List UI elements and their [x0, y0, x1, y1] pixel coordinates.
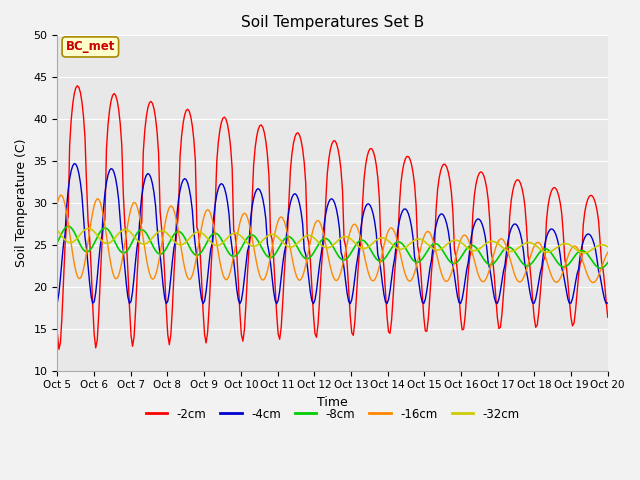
- -16cm: [237, 215, 245, 220]
- -2cm: [248, 199, 256, 204]
- -4cm: [298, 209, 305, 215]
- X-axis label: Time: Time: [317, 396, 348, 409]
- -8cm: [219, 240, 227, 245]
- -8cm: [296, 249, 303, 254]
- -2cm: [604, 314, 612, 320]
- -2cm: [298, 138, 305, 144]
- Y-axis label: Soil Temperature (C): Soil Temperature (C): [15, 139, 28, 267]
- -2cm: [54, 331, 61, 337]
- Line: -4cm: -4cm: [58, 164, 608, 304]
- -32cm: [296, 238, 303, 244]
- -16cm: [122, 230, 130, 236]
- -2cm: [74, 83, 81, 89]
- -4cm: [54, 299, 61, 305]
- -4cm: [70, 161, 78, 167]
- -32cm: [604, 244, 612, 250]
- Line: -2cm: -2cm: [58, 86, 608, 349]
- -2cm: [55, 347, 63, 352]
- -4cm: [219, 182, 227, 188]
- -8cm: [596, 265, 604, 271]
- Line: -32cm: -32cm: [58, 228, 608, 253]
- -8cm: [247, 232, 255, 238]
- -8cm: [604, 260, 612, 265]
- -2cm: [124, 269, 132, 275]
- Title: Soil Temperatures Set B: Soil Temperatures Set B: [241, 15, 424, 30]
- Line: -8cm: -8cm: [58, 226, 608, 268]
- -32cm: [575, 248, 582, 254]
- -4cm: [273, 301, 280, 307]
- -32cm: [84, 226, 92, 231]
- -32cm: [219, 240, 227, 245]
- -16cm: [296, 277, 303, 283]
- -32cm: [237, 233, 245, 239]
- -2cm: [239, 338, 247, 344]
- -16cm: [575, 247, 582, 253]
- -4cm: [247, 216, 255, 222]
- -32cm: [54, 228, 61, 233]
- Line: -16cm: -16cm: [58, 195, 608, 283]
- -16cm: [54, 200, 61, 205]
- -4cm: [576, 253, 584, 259]
- Text: BC_met: BC_met: [66, 40, 115, 53]
- -8cm: [54, 240, 61, 245]
- -32cm: [122, 227, 130, 233]
- -16cm: [589, 280, 596, 286]
- -4cm: [604, 300, 612, 306]
- -4cm: [122, 282, 130, 288]
- -32cm: [581, 250, 589, 256]
- -4cm: [237, 298, 245, 303]
- -8cm: [575, 249, 582, 255]
- -2cm: [221, 114, 228, 120]
- Legend: -2cm, -4cm, -8cm, -16cm, -32cm: -2cm, -4cm, -8cm, -16cm, -32cm: [141, 403, 524, 425]
- -8cm: [237, 245, 245, 251]
- -8cm: [122, 249, 130, 254]
- -16cm: [604, 250, 612, 255]
- -2cm: [576, 261, 584, 266]
- -16cm: [56, 192, 64, 198]
- -8cm: [64, 223, 72, 229]
- -32cm: [247, 242, 255, 248]
- -16cm: [247, 227, 255, 233]
- -16cm: [219, 272, 227, 277]
